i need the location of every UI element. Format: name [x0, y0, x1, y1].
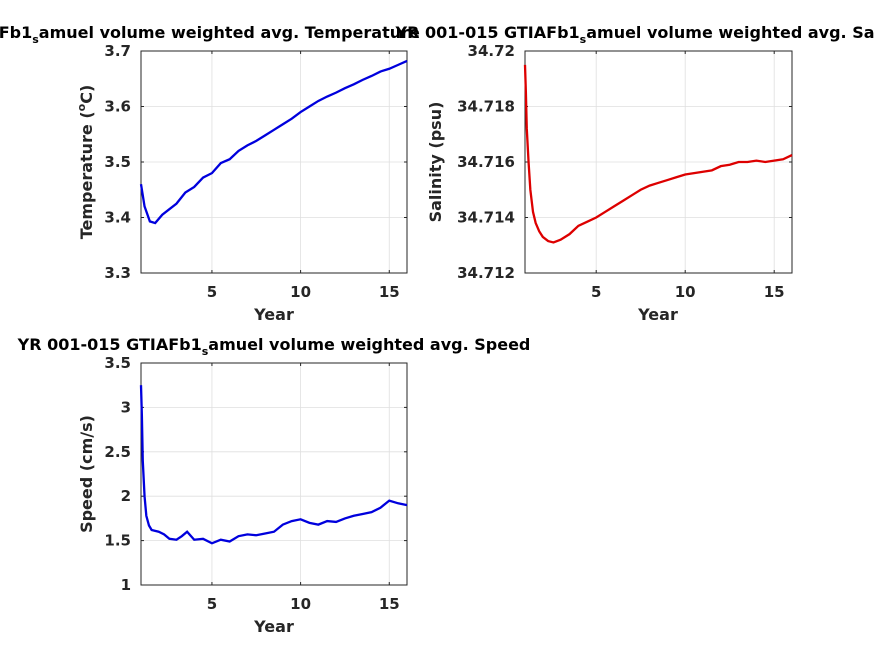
temperature-x-axis-label: Year [253, 305, 294, 324]
speed-y-tick-label: 2 [121, 487, 131, 505]
temperature-y-tick-label: 3.7 [104, 42, 131, 60]
speed-y-tick-label: 1 [121, 576, 131, 594]
salinity-y-tick-label: 34.714 [457, 209, 515, 227]
speed-grid [141, 362, 407, 586]
salinity-y-tick-label: 34.72 [468, 42, 515, 60]
salinity-y-tick-label: 34.718 [457, 98, 515, 116]
salinity-x-axis-label: Year [637, 305, 678, 324]
temperature-x-tick-label: 15 [379, 283, 400, 301]
temperature-grid [141, 50, 407, 274]
salinity-y-tick-label: 34.712 [457, 264, 515, 282]
temperature-y-tick-label: 3.6 [104, 98, 131, 116]
temperature-ticks: 5 10 15 3.3 3.4 3.5 3.6 3.7 [104, 42, 407, 301]
salinity-panel: YR 001-015 GTIAFb1samuel volume weighted… [395, 23, 875, 324]
temperature-x-tick-label: 10 [290, 283, 311, 301]
salinity-ticks: 5 10 15 34.712 34.714 34.716 34.718 34.72 [457, 42, 792, 301]
salinity-series-line [523, 64, 793, 244]
temperature-series-line [139, 59, 408, 225]
speed-ticks: 5 10 15 1 1.5 2 2.5 3 3.5 [104, 354, 407, 613]
salinity-y-tick-label: 34.716 [457, 153, 515, 171]
speed-axes-frame [140, 362, 408, 586]
speed-panel: YR 001-015 GTIAFb1samuel volume weighted… [17, 335, 531, 636]
salinity-chart-title: YR 001-015 GTIAFb1samuel volume weighted… [395, 23, 875, 46]
temperature-chart-title: YR 001-015 GTIAFb1samuel volume weighted… [0, 23, 420, 46]
speed-x-tick-label: 5 [207, 595, 217, 613]
temperature-x-tick-label: 5 [207, 283, 217, 301]
salinity-y-axis-label: Salinity (psu) [426, 102, 445, 223]
salinity-x-tick-label: 15 [764, 283, 785, 301]
speed-series-line [139, 385, 408, 545]
speed-x-axis-label: Year [253, 617, 294, 636]
speed-y-axis-label: Speed (cm/s) [77, 415, 96, 533]
salinity-x-tick-label: 5 [591, 283, 601, 301]
temperature-y-axis-label: Temperature (oC) [75, 85, 96, 240]
salinity-x-tick-label: 10 [675, 283, 696, 301]
temperature-panel: YR 001-015 GTIAFb1samuel volume weighted… [0, 23, 420, 324]
speed-x-tick-label: 10 [290, 595, 311, 613]
temperature-y-tick-label: 3.3 [104, 264, 131, 282]
speed-x-tick-label: 15 [379, 595, 400, 613]
speed-y-tick-label: 3 [121, 398, 131, 416]
temperature-y-tick-label: 3.5 [104, 153, 131, 171]
temperature-y-tick-label: 3.4 [104, 209, 131, 227]
speed-chart-title: YR 001-015 GTIAFb1samuel volume weighted… [17, 335, 531, 358]
speed-y-tick-label: 3.5 [104, 354, 131, 372]
speed-y-tick-label: 1.5 [104, 532, 131, 550]
speed-y-tick-label: 2.5 [104, 443, 131, 461]
